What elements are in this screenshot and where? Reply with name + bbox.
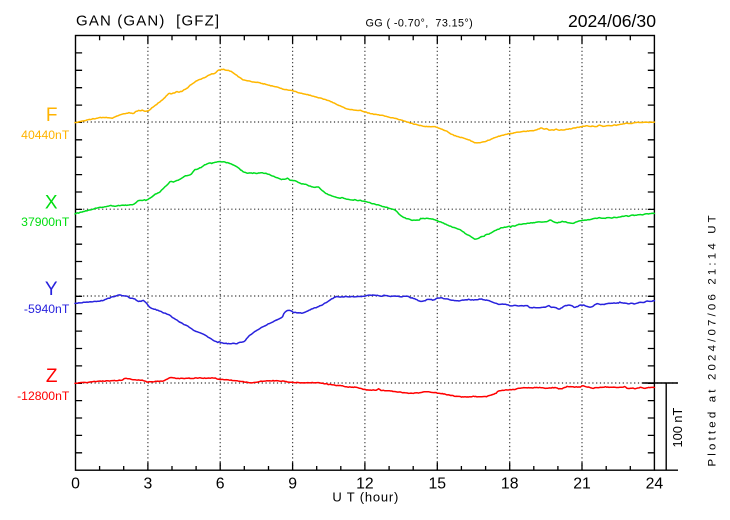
svg-text:12: 12: [356, 476, 374, 493]
svg-text:21: 21: [573, 476, 591, 493]
svg-text:0: 0: [71, 476, 80, 493]
svg-text:Z: Z: [46, 366, 58, 387]
svg-text:F: F: [46, 105, 58, 126]
svg-text:9: 9: [288, 476, 297, 493]
svg-text:100 nT: 100 nT: [670, 407, 685, 447]
svg-text:-12800nT: -12800nT: [17, 389, 70, 403]
svg-text:X: X: [45, 192, 58, 213]
svg-text:Y: Y: [45, 279, 58, 300]
svg-text:3: 3: [144, 476, 153, 493]
svg-text:24: 24: [646, 476, 664, 493]
svg-text:2024/06/30: 2024/06/30: [568, 11, 656, 31]
svg-text:18: 18: [501, 476, 519, 493]
svg-text:37900nT: 37900nT: [21, 215, 70, 229]
svg-text:GAN (GAN) [GFZ]: GAN (GAN) [GFZ]: [76, 13, 220, 30]
svg-text:GG ( -0.70°, 73.15°): GG ( -0.70°, 73.15°): [366, 17, 474, 29]
svg-text:6: 6: [216, 476, 225, 493]
svg-text:U T (hour): U T (hour): [332, 490, 399, 505]
svg-text:-5940nT: -5940nT: [24, 302, 70, 316]
svg-text:15: 15: [429, 476, 447, 493]
svg-text:Plotted at 2024/07/06 21:14 UT: Plotted at 2024/07/06 21:14 UT: [707, 212, 719, 466]
svg-text:40440nT: 40440nT: [21, 128, 70, 142]
